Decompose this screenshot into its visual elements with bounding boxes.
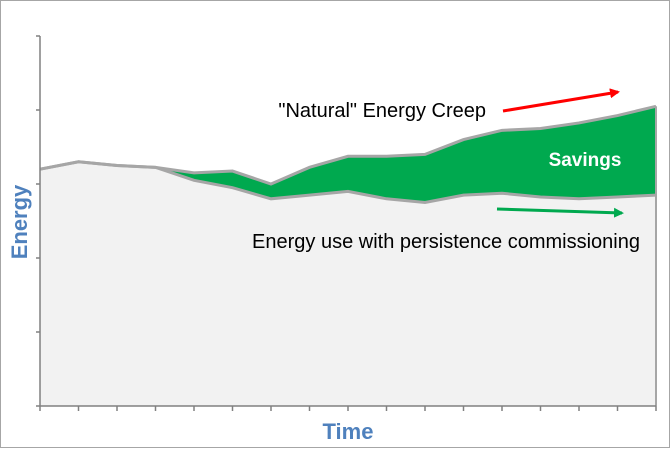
series-label-persistence: Energy use with persistence commissionin… xyxy=(252,231,640,253)
y-axis-title: Energy xyxy=(7,184,32,259)
x-axis-title: Time xyxy=(323,419,374,444)
persistence-arrow xyxy=(496,207,624,218)
savings-label: Savings xyxy=(549,150,622,171)
natural-creep-line xyxy=(39,104,657,186)
series-label-natural-creep: "Natural" Energy Creep xyxy=(278,100,486,122)
creep-arrow xyxy=(502,88,620,113)
baseline-area xyxy=(40,161,656,406)
